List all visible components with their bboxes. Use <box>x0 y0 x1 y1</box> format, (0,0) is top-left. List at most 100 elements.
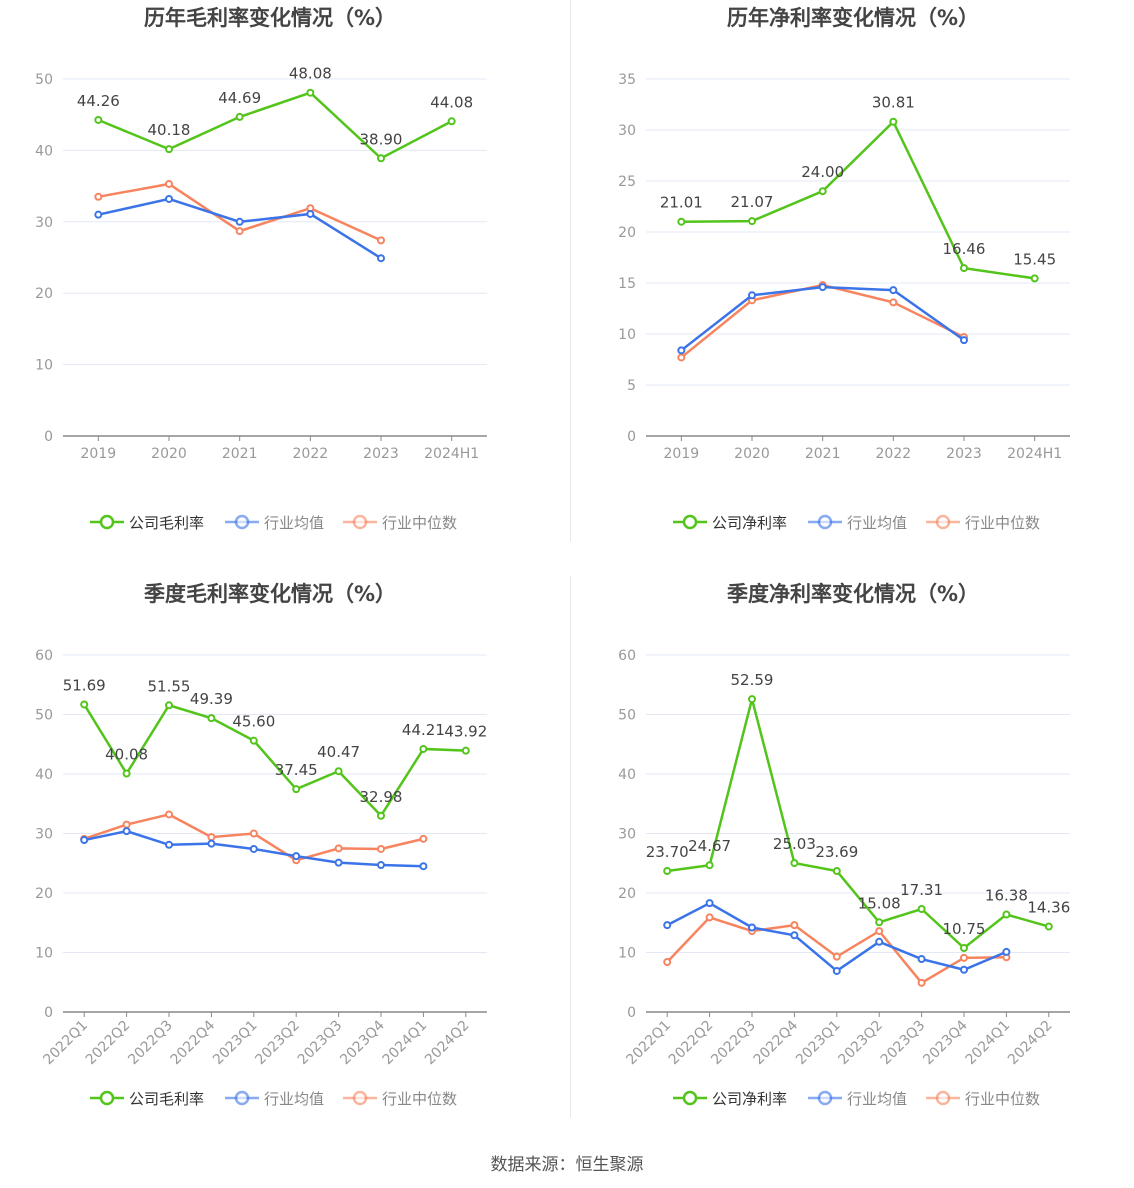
legend-item-company[interactable]: 公司毛利率 <box>90 514 204 532</box>
data-point-avg <box>292 852 301 861</box>
chart-annual-net-margin: 历年净利率变化情况（%） 0 5 10 15 20 25 30 35 2019 2020 2021 20… <box>583 0 1134 576</box>
y-tick-label: 25 <box>618 174 636 190</box>
data-point-avg <box>377 254 385 263</box>
data-label: 40.18 <box>148 121 191 139</box>
vertical-divider <box>570 576 571 1118</box>
legend-item-median[interactable]: 行业中位数 <box>343 514 457 532</box>
data-label: 30.81 <box>872 94 915 112</box>
data-point-company <box>292 785 301 794</box>
y-tick-label: 20 <box>618 886 636 902</box>
data-point-company <box>419 744 428 753</box>
legend-marker-icon <box>352 514 368 530</box>
data-point-avg <box>419 862 428 871</box>
data-point-avg <box>80 836 89 845</box>
data-point-avg <box>960 965 968 974</box>
y-tick-label: 30 <box>35 827 53 843</box>
legend-label: 行业中位数 <box>965 1090 1040 1108</box>
data-point-median <box>875 927 884 936</box>
data-label: 24.00 <box>801 163 844 181</box>
data-point-median <box>249 829 258 838</box>
data-point-avg <box>334 858 343 867</box>
data-point-avg <box>235 217 244 226</box>
legend-item-company[interactable]: 公司净利率 <box>673 1090 787 1108</box>
y-tick-label: 0 <box>44 429 53 445</box>
data-point-company <box>960 264 968 273</box>
legend-label: 行业均值 <box>847 1090 907 1108</box>
data-point-avg <box>122 827 131 836</box>
y-tick-label: 50 <box>35 72 53 88</box>
y-tick-label: 0 <box>627 429 636 445</box>
data-point-median <box>235 227 244 236</box>
data-label: 37.45 <box>275 761 318 779</box>
legend-label: 公司毛利率 <box>129 1090 204 1108</box>
data-point-company <box>334 767 343 776</box>
chart-title: 历年毛利率变化情况（%） <box>144 6 396 30</box>
y-tick-label: 0 <box>44 1005 53 1021</box>
series-line-median <box>680 283 965 359</box>
data-point-company <box>663 866 672 875</box>
y-tick-label: 30 <box>618 827 636 843</box>
x-tick-label: 2022 <box>293 446 329 462</box>
y-tick-label: 0 <box>627 1005 636 1021</box>
legend-item-avg[interactable]: 行业均值 <box>225 1090 324 1108</box>
data-label: 51.69 <box>63 676 106 694</box>
data-point-avg <box>832 966 841 975</box>
data-label: 23.69 <box>815 843 858 861</box>
data-point-median <box>917 978 926 987</box>
x-tick-label: 2022Q1 <box>40 1018 91 1069</box>
data-label: 44.08 <box>430 93 473 111</box>
y-tick-label: 10 <box>618 946 636 962</box>
data-point-avg <box>705 899 714 908</box>
legend-item-avg[interactable]: 行业均值 <box>808 1090 907 1108</box>
y-tick-label: 30 <box>618 123 636 139</box>
data-label: 15.45 <box>1013 250 1056 268</box>
x-tick-label: 2022Q3 <box>125 1018 176 1069</box>
y-tick-label: 35 <box>618 72 636 88</box>
series-line-company <box>97 91 453 160</box>
data-label: 43.92 <box>444 723 487 741</box>
data-label: 40.47 <box>317 743 360 761</box>
x-tick-label: 2022 <box>876 446 912 462</box>
legend-item-company[interactable]: 公司毛利率 <box>90 1090 204 1108</box>
data-point-avg <box>1002 947 1011 956</box>
data-label: 52.59 <box>731 671 774 689</box>
data-point-company <box>832 867 841 876</box>
data-point-company <box>917 905 926 914</box>
y-tick-label: 60 <box>618 648 636 664</box>
legend-item-median[interactable]: 行业中位数 <box>926 1090 1040 1108</box>
data-point-company <box>677 217 686 226</box>
data-point-avg <box>748 923 756 932</box>
data-label: 48.08 <box>289 65 332 83</box>
data-point-median <box>705 913 714 922</box>
legend-marker-icon <box>682 514 698 530</box>
legend-item-company[interactable]: 公司净利率 <box>673 514 787 532</box>
x-tick-label: 2023Q2 <box>835 1018 886 1069</box>
data-label: 24.67 <box>688 837 731 855</box>
legend-item-median[interactable]: 行业中位数 <box>343 1090 457 1108</box>
data-point-company <box>94 115 103 124</box>
data-point-median <box>165 179 173 188</box>
data-point-company <box>165 701 173 710</box>
legend-marker-icon <box>935 1090 951 1106</box>
vertical-divider <box>570 0 571 542</box>
data-label: 51.55 <box>148 677 191 695</box>
chart-svg: 季度毛利率变化情况（%）01020304050602022Q12022Q2202… <box>35 582 487 1108</box>
x-tick-label: 2020 <box>151 446 187 462</box>
series-line-company <box>667 698 1050 950</box>
data-point-company <box>790 859 799 868</box>
data-point-median <box>832 952 841 961</box>
data-point-avg <box>249 844 258 853</box>
x-tick-label: 2022Q2 <box>666 1018 717 1069</box>
chart-title: 历年净利率变化情况（%） <box>727 6 979 30</box>
legend-label: 公司净利率 <box>712 514 787 532</box>
legend-marker-icon <box>817 1090 833 1106</box>
data-point-company <box>235 112 244 121</box>
legend-item-avg[interactable]: 行业均值 <box>225 514 324 532</box>
x-tick-label: 2024Q1 <box>380 1018 431 1069</box>
data-point-median <box>889 298 898 307</box>
legend-item-avg[interactable]: 行业均值 <box>808 514 907 532</box>
data-point-company <box>748 695 756 704</box>
legend-item-median[interactable]: 行业中位数 <box>926 514 1040 532</box>
y-tick-label: 40 <box>618 767 636 783</box>
data-point-company <box>207 714 216 723</box>
